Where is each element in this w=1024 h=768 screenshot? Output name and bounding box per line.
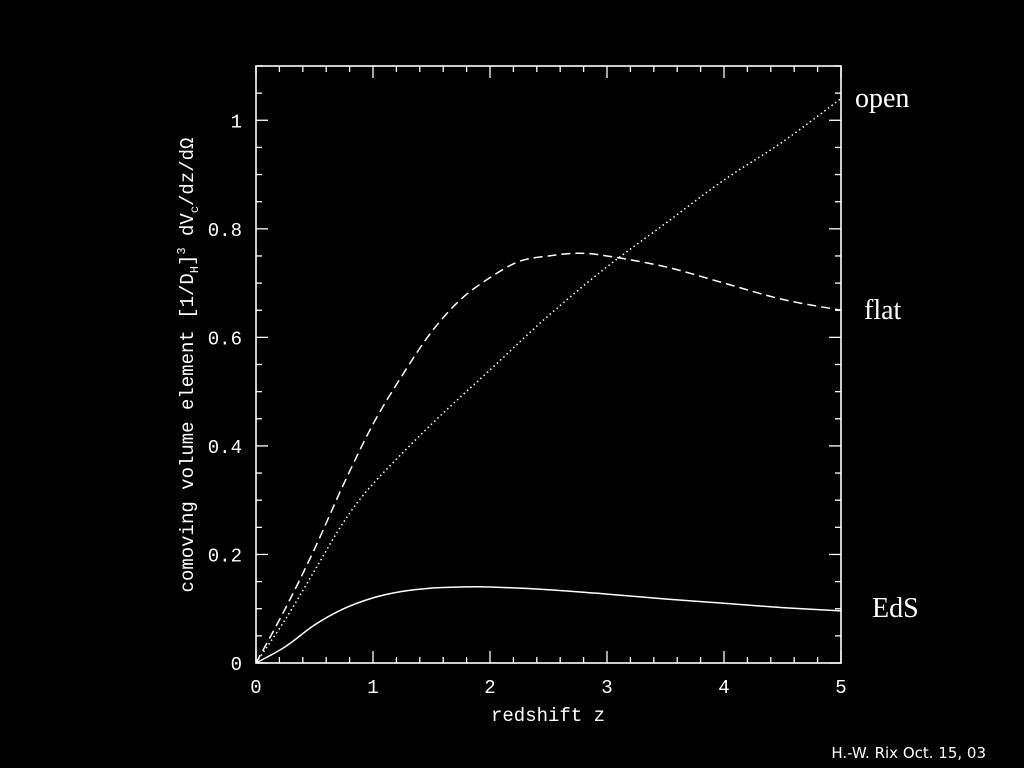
y-axis-title-sub1: H [188, 266, 202, 273]
x-tick-label: 4 [718, 677, 729, 699]
x-axis-title: redshift z [491, 705, 605, 727]
y-tick-label: 1 [231, 111, 242, 133]
plot-border [255, 65, 842, 664]
x-tick-label: 5 [835, 677, 846, 699]
y-axis-title-mid2: dV [177, 213, 199, 248]
y-axis-title-sub2: c [188, 206, 202, 213]
y-tick-label: 0.6 [208, 328, 242, 350]
y-axis-title-sup: 3 [175, 247, 189, 254]
series-line-flat [255, 252, 842, 664]
curve-label-eds: EdS [872, 593, 919, 624]
plot-frame [255, 65, 842, 664]
credit-text: H.-W. Rix Oct. 15, 03 [831, 744, 986, 762]
data-series [255, 97, 842, 664]
y-axis-title-mid: ] [177, 255, 199, 266]
y-tick-label: 0.8 [208, 220, 242, 242]
x-tick-label: 0 [250, 677, 261, 699]
y-axis-title-tail: /dz/dΩ [177, 138, 199, 206]
y-tick-label: 0 [231, 654, 242, 676]
y-axis-title: comoving volume element [1/DH]3 dVc/dz/d… [175, 138, 202, 593]
x-tick-label: 3 [601, 677, 612, 699]
y-axis-title-main: comoving volume element [1/D [177, 273, 199, 592]
x-tick-label: 1 [367, 677, 378, 699]
axis-ticks [255, 65, 842, 664]
curve-label-open: open [855, 83, 909, 114]
tick-labels: 0 1 2 3 4 5 0 0.2 0.4 0.6 0.8 1 [208, 111, 847, 699]
series-line-open [255, 97, 842, 664]
x-tick-label: 2 [484, 677, 495, 699]
y-tick-label: 0.2 [208, 545, 242, 567]
y-tick-label: 0.4 [208, 437, 242, 459]
curve-label-flat: flat [864, 295, 902, 326]
series-line-eds [255, 586, 842, 664]
